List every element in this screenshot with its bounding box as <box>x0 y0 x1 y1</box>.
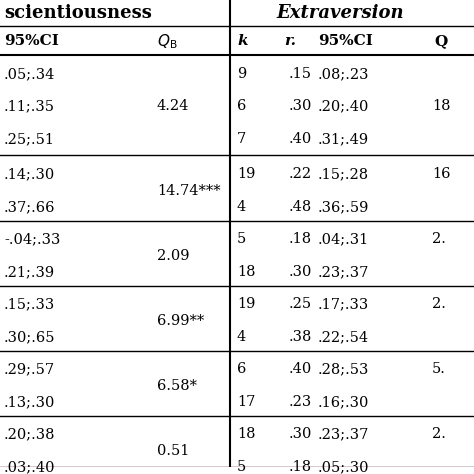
Text: 7: 7 <box>237 132 246 146</box>
Text: k: k <box>237 35 247 48</box>
Text: 5: 5 <box>237 232 246 246</box>
Text: .13;.30: .13;.30 <box>4 395 55 409</box>
Text: 18: 18 <box>432 100 450 113</box>
Text: .22;.54: .22;.54 <box>318 330 369 344</box>
Text: .18: .18 <box>289 232 312 246</box>
Text: 4.24: 4.24 <box>157 100 190 113</box>
Text: .16;.30: .16;.30 <box>318 395 369 409</box>
Text: 5.: 5. <box>432 363 446 376</box>
Text: .30: .30 <box>289 428 312 441</box>
Text: .08;.23: .08;.23 <box>318 67 370 81</box>
Text: Q: Q <box>434 35 447 48</box>
Text: .31;.49: .31;.49 <box>318 132 369 146</box>
Text: 18: 18 <box>237 265 255 279</box>
Text: 4: 4 <box>237 330 246 344</box>
Text: .29;.57: .29;.57 <box>4 363 55 376</box>
Text: .40: .40 <box>289 363 312 376</box>
Text: .18: .18 <box>289 460 312 474</box>
Text: 5: 5 <box>237 460 246 474</box>
Text: .30;.65: .30;.65 <box>4 330 55 344</box>
Text: .30: .30 <box>289 265 312 279</box>
Text: 6: 6 <box>237 100 246 113</box>
Text: .28;.53: .28;.53 <box>318 363 369 376</box>
Text: .04;.31: .04;.31 <box>318 232 369 246</box>
Text: 4: 4 <box>237 200 246 214</box>
Text: 2.: 2. <box>432 298 446 311</box>
Text: .15;.28: .15;.28 <box>318 167 369 182</box>
Text: 14.74***: 14.74*** <box>157 183 220 198</box>
Text: .48: .48 <box>289 200 312 214</box>
Text: .15: .15 <box>289 67 312 81</box>
Text: Extraversion: Extraversion <box>276 4 404 22</box>
Text: 19: 19 <box>237 298 255 311</box>
Text: .37;.66: .37;.66 <box>4 200 55 214</box>
Text: 0.51: 0.51 <box>157 444 190 458</box>
Text: .38: .38 <box>289 330 312 344</box>
Text: .40: .40 <box>289 132 312 146</box>
Text: .23;.37: .23;.37 <box>318 265 369 279</box>
Text: -.04;.33: -.04;.33 <box>4 232 60 246</box>
Text: .21;.39: .21;.39 <box>4 265 55 279</box>
Text: .36;.59: .36;.59 <box>318 200 369 214</box>
Text: 16: 16 <box>432 167 450 182</box>
Text: .25: .25 <box>289 298 312 311</box>
Text: 2.: 2. <box>432 232 446 246</box>
Text: $Q_\mathrm{B}$: $Q_\mathrm{B}$ <box>157 32 177 51</box>
Text: .20;.38: .20;.38 <box>4 428 55 441</box>
Text: 6.58*: 6.58* <box>157 379 197 393</box>
Text: 19: 19 <box>237 167 255 182</box>
Text: .15;.33: .15;.33 <box>4 298 55 311</box>
Text: .23: .23 <box>289 395 312 409</box>
Text: .25;.51: .25;.51 <box>4 132 55 146</box>
Text: scientiousness: scientiousness <box>4 4 152 22</box>
Text: .23;.37: .23;.37 <box>318 428 369 441</box>
Text: 9: 9 <box>237 67 246 81</box>
Text: .03;.40: .03;.40 <box>4 460 55 474</box>
Text: .05;.30: .05;.30 <box>318 460 370 474</box>
Text: .11;.35: .11;.35 <box>4 100 55 113</box>
Text: 2.: 2. <box>432 428 446 441</box>
Text: 18: 18 <box>237 428 255 441</box>
Text: .22: .22 <box>289 167 312 182</box>
Text: 6: 6 <box>237 363 246 376</box>
Text: 2.09: 2.09 <box>157 249 190 263</box>
Text: r.: r. <box>284 35 296 48</box>
Text: .05;.34: .05;.34 <box>4 67 55 81</box>
Text: .30: .30 <box>289 100 312 113</box>
Text: 95%CI: 95%CI <box>318 35 373 48</box>
Text: .20;.40: .20;.40 <box>318 100 369 113</box>
Text: .14;.30: .14;.30 <box>4 167 55 182</box>
Text: 6.99**: 6.99** <box>157 314 204 328</box>
Text: 95%CI: 95%CI <box>4 35 59 48</box>
Text: .17;.33: .17;.33 <box>318 298 369 311</box>
Text: 17: 17 <box>237 395 255 409</box>
